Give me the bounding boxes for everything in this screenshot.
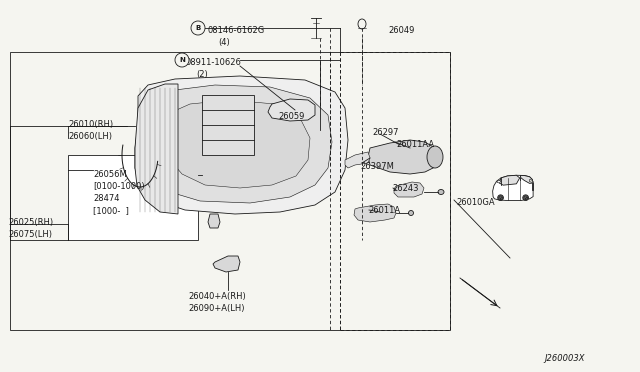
Polygon shape: [532, 183, 533, 190]
Text: 26060(LH): 26060(LH): [68, 132, 112, 141]
Polygon shape: [368, 140, 438, 174]
Text: 26011A: 26011A: [368, 206, 400, 215]
Circle shape: [500, 197, 501, 199]
Polygon shape: [529, 179, 533, 182]
Circle shape: [525, 197, 527, 199]
Text: 26075(LH): 26075(LH): [8, 230, 52, 239]
Circle shape: [523, 195, 529, 201]
Polygon shape: [493, 175, 533, 201]
Polygon shape: [213, 256, 240, 272]
Text: [1000-  ]: [1000- ]: [93, 206, 129, 215]
Polygon shape: [345, 152, 370, 168]
Text: 26056M: 26056M: [93, 170, 127, 179]
Polygon shape: [394, 182, 424, 197]
Text: 08146-6162G: 08146-6162G: [208, 26, 265, 35]
Ellipse shape: [358, 19, 366, 29]
Text: [0100-1000): [0100-1000): [93, 182, 145, 191]
Text: 26297: 26297: [372, 128, 399, 137]
Text: (2): (2): [196, 70, 208, 79]
Text: N: N: [179, 57, 185, 63]
Bar: [202, 95, 254, 155]
Text: 26090+A(LH): 26090+A(LH): [188, 304, 244, 313]
Text: 26011AA: 26011AA: [396, 140, 434, 149]
Bar: [10, 52, 450, 330]
Text: B: B: [195, 25, 200, 31]
Text: 28474: 28474: [93, 194, 120, 203]
Polygon shape: [268, 99, 315, 121]
Text: J260003X: J260003X: [544, 354, 584, 363]
Text: 26010(RH): 26010(RH): [68, 120, 113, 129]
Text: 26049: 26049: [388, 26, 414, 35]
Ellipse shape: [427, 146, 443, 168]
Polygon shape: [499, 175, 520, 185]
Ellipse shape: [408, 211, 413, 215]
Text: 26397M: 26397M: [360, 162, 394, 171]
Circle shape: [524, 196, 527, 199]
Text: 26243: 26243: [392, 184, 419, 193]
Polygon shape: [497, 180, 500, 183]
Text: 26059: 26059: [278, 112, 305, 121]
Ellipse shape: [438, 189, 444, 195]
Polygon shape: [135, 84, 178, 214]
Polygon shape: [208, 214, 220, 228]
Polygon shape: [354, 204, 396, 222]
Polygon shape: [135, 76, 348, 214]
Circle shape: [498, 195, 504, 201]
Text: 26040+A(RH): 26040+A(RH): [188, 292, 246, 301]
Polygon shape: [167, 100, 310, 188]
Circle shape: [499, 196, 502, 199]
Text: 08911-10626: 08911-10626: [185, 58, 241, 67]
Polygon shape: [150, 85, 332, 203]
Circle shape: [175, 53, 189, 67]
Circle shape: [191, 21, 205, 35]
Bar: [68, 155, 198, 240]
Text: 26025(RH): 26025(RH): [8, 218, 53, 227]
Text: (4): (4): [218, 38, 230, 47]
Polygon shape: [520, 176, 533, 183]
Text: 26010GA: 26010GA: [456, 198, 495, 207]
